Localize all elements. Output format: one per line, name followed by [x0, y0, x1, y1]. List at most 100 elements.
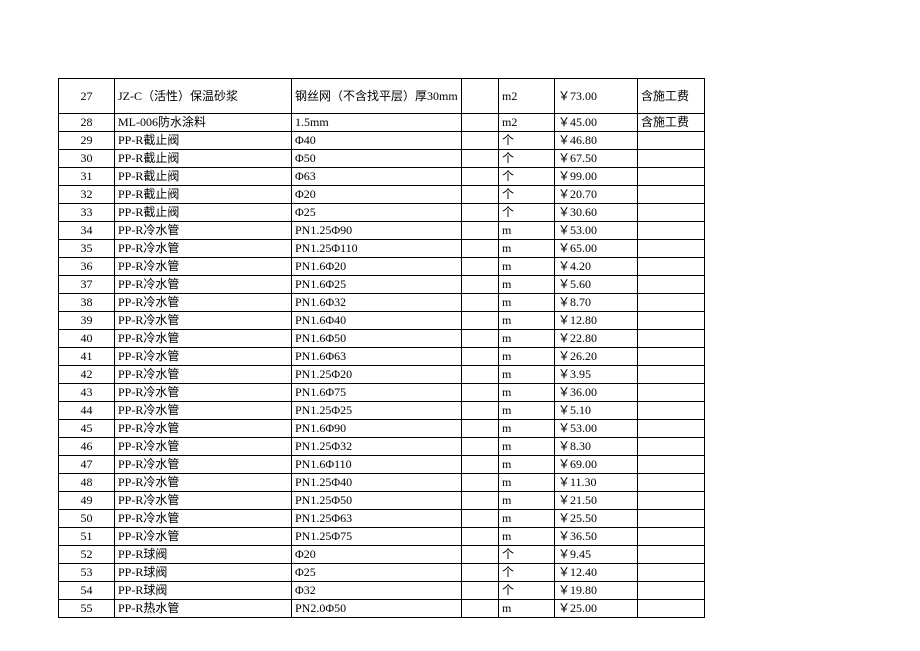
item-spec: Φ32	[292, 582, 462, 600]
row-number: 43	[59, 384, 115, 402]
blank-cell	[462, 132, 499, 150]
item-name: PP-R球阀	[115, 546, 292, 564]
unit-cell: 个	[499, 186, 555, 204]
table-row: 42PP-R冷水管PN1.25Φ20m￥3.95	[59, 366, 705, 384]
blank-cell	[462, 168, 499, 186]
table-row: 32PP-R截止阀Φ20个￥20.70	[59, 186, 705, 204]
item-name: PP-R冷水管	[115, 366, 292, 384]
row-number: 48	[59, 474, 115, 492]
note-cell	[638, 150, 705, 168]
note-cell	[638, 492, 705, 510]
blank-cell	[462, 312, 499, 330]
note-cell	[638, 276, 705, 294]
row-number: 35	[59, 240, 115, 258]
blank-cell	[462, 150, 499, 168]
unit-cell: m	[499, 240, 555, 258]
row-number: 28	[59, 114, 115, 132]
item-name: PP-R热水管	[115, 600, 292, 618]
note-cell	[638, 258, 705, 276]
table-row: 33PP-R截止阀Φ25个￥30.60	[59, 204, 705, 222]
table-row: 45PP-R冷水管PN1.6Φ90m￥53.00	[59, 420, 705, 438]
unit-cell: m	[499, 276, 555, 294]
unit-cell: m	[499, 384, 555, 402]
row-number: 50	[59, 510, 115, 528]
item-spec: Φ40	[292, 132, 462, 150]
item-spec: PN1.6Φ32	[292, 294, 462, 312]
table-row: 35PP-R冷水管PN1.25Φ110m￥65.00	[59, 240, 705, 258]
item-name: PP-R截止阀	[115, 186, 292, 204]
item-name: PP-R冷水管	[115, 312, 292, 330]
unit-cell: 个	[499, 132, 555, 150]
item-spec: PN1.25Φ110	[292, 240, 462, 258]
unit-cell: m	[499, 222, 555, 240]
price-cell: ￥20.70	[555, 186, 638, 204]
table-row: 40PP-R冷水管PN1.6Φ50m￥22.80	[59, 330, 705, 348]
price-cell: ￥21.50	[555, 492, 638, 510]
table-row: 43PP-R冷水管PN1.6Φ75m￥36.00	[59, 384, 705, 402]
table-row: 30PP-R截止阀Φ50个￥67.50	[59, 150, 705, 168]
price-cell: ￥26.20	[555, 348, 638, 366]
item-name: PP-R冷水管	[115, 258, 292, 276]
price-cell: ￥99.00	[555, 168, 638, 186]
price-cell: ￥5.10	[555, 402, 638, 420]
item-spec: PN1.25Φ32	[292, 438, 462, 456]
note-cell	[638, 564, 705, 582]
note-cell	[638, 384, 705, 402]
unit-cell: m	[499, 438, 555, 456]
price-cell: ￥69.00	[555, 456, 638, 474]
price-cell: ￥3.95	[555, 366, 638, 384]
blank-cell	[462, 528, 499, 546]
item-name: PP-R截止阀	[115, 150, 292, 168]
unit-cell: m	[499, 294, 555, 312]
unit-cell: m	[499, 348, 555, 366]
table-row: 44PP-R冷水管PN1.25Φ25m￥5.10	[59, 402, 705, 420]
row-number: 54	[59, 582, 115, 600]
unit-cell: m	[499, 330, 555, 348]
item-name: PP-R冷水管	[115, 222, 292, 240]
blank-cell	[462, 384, 499, 402]
row-number: 41	[59, 348, 115, 366]
row-number: 40	[59, 330, 115, 348]
note-cell: 含施工费	[638, 114, 705, 132]
item-spec: PN1.6Φ63	[292, 348, 462, 366]
item-name: PP-R球阀	[115, 582, 292, 600]
price-cell: ￥11.30	[555, 474, 638, 492]
table-row: 39PP-R冷水管PN1.6Φ40m￥12.80	[59, 312, 705, 330]
row-number: 36	[59, 258, 115, 276]
unit-cell: 个	[499, 150, 555, 168]
item-spec: PN1.25Φ25	[292, 402, 462, 420]
blank-cell	[462, 258, 499, 276]
row-number: 33	[59, 204, 115, 222]
blank-cell	[462, 366, 499, 384]
blank-cell	[462, 420, 499, 438]
price-cell: ￥25.00	[555, 600, 638, 618]
price-cell: ￥53.00	[555, 420, 638, 438]
item-name: PP-R冷水管	[115, 348, 292, 366]
item-spec: Φ25	[292, 204, 462, 222]
blank-cell	[462, 564, 499, 582]
table-row: 28ML-006防水涂料1.5mmm2￥45.00含施工费	[59, 114, 705, 132]
row-number: 55	[59, 600, 115, 618]
item-name: PP-R冷水管	[115, 510, 292, 528]
price-cell: ￥73.00	[555, 79, 638, 114]
item-name: PP-R冷水管	[115, 294, 292, 312]
note-cell	[638, 204, 705, 222]
item-name: PP-R截止阀	[115, 168, 292, 186]
blank-cell	[462, 348, 499, 366]
blank-cell	[462, 186, 499, 204]
item-spec: PN1.6Φ25	[292, 276, 462, 294]
blank-cell	[462, 600, 499, 618]
price-cell: ￥25.50	[555, 510, 638, 528]
row-number: 47	[59, 456, 115, 474]
row-number: 51	[59, 528, 115, 546]
price-cell: ￥8.30	[555, 438, 638, 456]
note-cell	[638, 366, 705, 384]
unit-cell: 个	[499, 546, 555, 564]
note-cell	[638, 132, 705, 150]
price-cell: ￥53.00	[555, 222, 638, 240]
blank-cell	[462, 114, 499, 132]
row-number: 31	[59, 168, 115, 186]
unit-cell: 个	[499, 564, 555, 582]
item-name: PP-R冷水管	[115, 438, 292, 456]
item-name: PP-R冷水管	[115, 240, 292, 258]
